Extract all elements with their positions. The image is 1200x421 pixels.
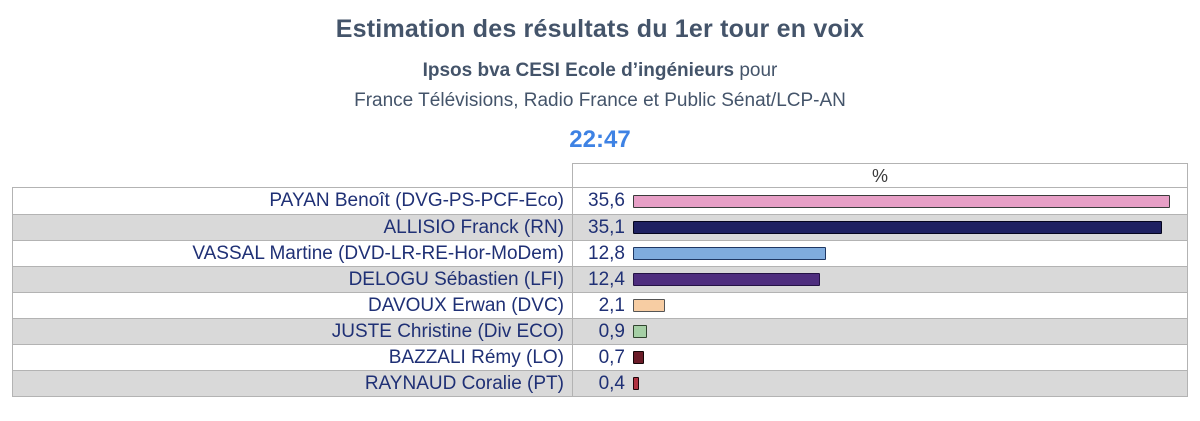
- broadcast-time: 22:47: [569, 126, 631, 153]
- result-bar: [633, 194, 1170, 208]
- candidate-name: RAYNAUD Coralie (PT): [13, 371, 573, 396]
- vote-value: 12,8: [588, 242, 625, 264]
- value-cell: 0,9: [573, 321, 1187, 343]
- bar-track: [633, 247, 1179, 260]
- bar-track: [633, 325, 1179, 338]
- candidate-row: RAYNAUD Coralie (PT) 0,4: [13, 370, 1187, 396]
- bar-track: [633, 299, 1179, 312]
- header-spacer: [12, 163, 572, 187]
- result-bar: [633, 221, 1163, 234]
- candidate-row: JUSTE Christine (Div ECO) 0,9: [13, 318, 1187, 344]
- result-bar: [633, 247, 827, 260]
- value-cell: 0,4: [573, 373, 1187, 395]
- result-bar: [633, 299, 665, 312]
- candidate-name: PAYAN Benoît (DVG-PS-PCF-Eco): [13, 188, 573, 214]
- vote-value: 12,4: [588, 268, 625, 290]
- vote-value: 35,6: [588, 190, 625, 211]
- candidate-row: PAYAN Benoît (DVG-PS-PCF-Eco) 35,6: [13, 188, 1187, 214]
- result-bar: [633, 351, 644, 364]
- result-bar: [633, 377, 640, 390]
- vote-value: 2,1: [598, 294, 625, 316]
- vote-value: 0,7: [598, 346, 625, 368]
- candidate-name: JUSTE Christine (Div ECO): [13, 319, 573, 344]
- bar-track: [633, 194, 1179, 208]
- result-bar: [633, 325, 647, 338]
- candidate-name: DAVOUX Erwan (DVC): [13, 293, 573, 318]
- bar-track: [633, 351, 1179, 364]
- candidate-row: BAZZALI Rémy (LO) 0,7: [13, 344, 1187, 370]
- pollster-line: Ipsos bva CESI Ecole d’ingénieurs pour: [0, 60, 1200, 82]
- vote-value: 0,9: [598, 320, 625, 342]
- value-cell: 12,4: [573, 269, 1187, 291]
- bar-track: [633, 273, 1179, 286]
- candidate-row: VASSAL Martine (DVD-LR-RE-Hor-MoDem) 12,8: [13, 240, 1187, 266]
- candidate-name: DELOGU Sébastien (LFI): [13, 267, 573, 292]
- page-title: Estimation des résultats du 1er tour en …: [335, 15, 865, 43]
- table-body: PAYAN Benoît (DVG-PS-PCF-Eco) 35,6 ALLISIO…: [12, 187, 1188, 397]
- vote-value: 35,1: [588, 216, 625, 238]
- value-cell: 2,1: [573, 295, 1187, 317]
- value-cell: 12,8: [573, 243, 1187, 265]
- candidate-name: VASSAL Martine (DVD-LR-RE-Hor-MoDem): [13, 241, 573, 266]
- candidate-name: BAZZALI Rémy (LO): [13, 345, 573, 370]
- candidate-row: DELOGU Sébastien (LFI) 12,4: [13, 266, 1187, 292]
- bar-track: [633, 221, 1179, 234]
- results-table: % PAYAN Benoît (DVG-PS-PCF-Eco) 35,6 ALLIS…: [12, 163, 1188, 397]
- percent-column-header: %: [572, 163, 1188, 187]
- pollster-name: Ipsos bva CESI Ecole d’ingénieurs: [422, 60, 735, 81]
- value-cell: 35,1: [573, 217, 1187, 239]
- value-cell: 0,7: [573, 347, 1187, 369]
- candidate-row: DAVOUX Erwan (DVC) 2,1: [13, 292, 1187, 318]
- bar-track: [633, 377, 1179, 390]
- vote-value: 0,4: [598, 372, 625, 394]
- candidate-name: ALLISIO Franck (RN): [13, 215, 573, 240]
- result-bar: [633, 273, 820, 286]
- pollster-suffix: pour: [734, 60, 778, 81]
- candidate-row: ALLISIO Franck (RN) 35,1: [13, 214, 1187, 240]
- media-line: France Télévisions, Radio France et Publ…: [354, 90, 846, 111]
- value-cell: 35,6: [573, 190, 1187, 212]
- table-header-row: %: [12, 163, 1188, 187]
